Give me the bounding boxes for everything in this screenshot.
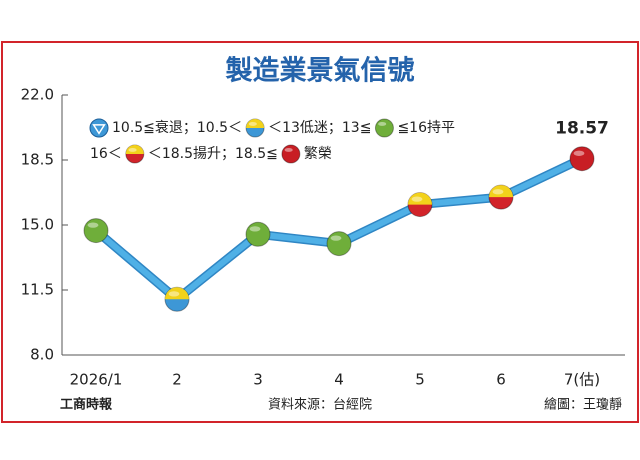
frame — [1, 41, 639, 423]
legend-text: ＜13低迷；13≦ — [268, 120, 371, 136]
source: 資料來源：台經院 — [268, 398, 372, 413]
marker-top — [489, 185, 513, 198]
marker-top — [165, 287, 189, 300]
marker-highlight — [573, 150, 585, 156]
legend-icon — [281, 144, 301, 164]
marker-highlight — [411, 196, 423, 202]
legend-text: ≦16持平 — [397, 120, 455, 136]
marker-highlight — [249, 226, 261, 232]
marker-highlight — [378, 121, 387, 126]
legend-text: 10.5≦衰退；10.5＜ — [112, 119, 242, 136]
marker-highlight — [330, 235, 342, 241]
marker-highlight — [492, 189, 504, 195]
publisher: 工商時報 — [60, 397, 113, 413]
x-tick-label: 3 — [253, 371, 263, 389]
marker-highlight — [168, 291, 180, 297]
x-tick-label: 2 — [172, 371, 182, 389]
x-tick-label: 7(估) — [564, 371, 600, 389]
marker-highlight — [284, 147, 293, 152]
x-tick-label: 5 — [415, 371, 425, 389]
credit: 繪圖：王瓊靜 — [544, 397, 622, 413]
legend-text: ＜18.5揚升；18.5≦ — [148, 145, 278, 162]
y-tick-label: 8.0 — [30, 346, 54, 364]
y-tick-label: 11.5 — [21, 281, 54, 299]
legend-icon — [374, 118, 394, 138]
y-tick-label: 18.5 — [21, 151, 54, 169]
legend-text: 繁榮 — [304, 146, 332, 162]
legend-text: 16＜ — [90, 146, 122, 162]
marker — [569, 146, 595, 172]
marker — [83, 218, 109, 244]
marker-highlight — [128, 147, 137, 152]
y-tick-label: 15.0 — [21, 216, 54, 234]
x-tick-label: 4 — [334, 371, 344, 389]
data-label: 18.57 — [555, 119, 609, 139]
marker-highlight — [87, 222, 99, 228]
marker — [326, 231, 352, 257]
marker — [245, 221, 271, 247]
x-tick-label: 6 — [496, 371, 506, 389]
marker-top — [408, 192, 432, 205]
legend: 10.5≦衰退；10.5＜ ＜13低迷；13≦ ≦16持平 16＜ ＜18.5揚升；18… — [89, 118, 455, 164]
y-tick-label: 22.0 — [21, 86, 54, 104]
marker-highlight — [248, 121, 257, 126]
legend-icon — [246, 119, 265, 128]
legend-icon — [125, 145, 144, 154]
legend-icon — [92, 124, 106, 135]
chart-title: 製造業景氣信號 — [226, 56, 415, 87]
legend-icon — [89, 118, 109, 138]
x-tick-label: 2026/1 — [70, 371, 123, 389]
